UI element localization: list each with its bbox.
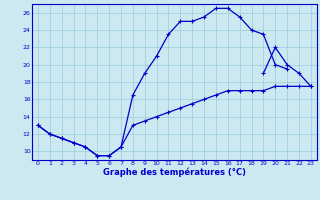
X-axis label: Graphe des températures (°C): Graphe des températures (°C) (103, 168, 246, 177)
